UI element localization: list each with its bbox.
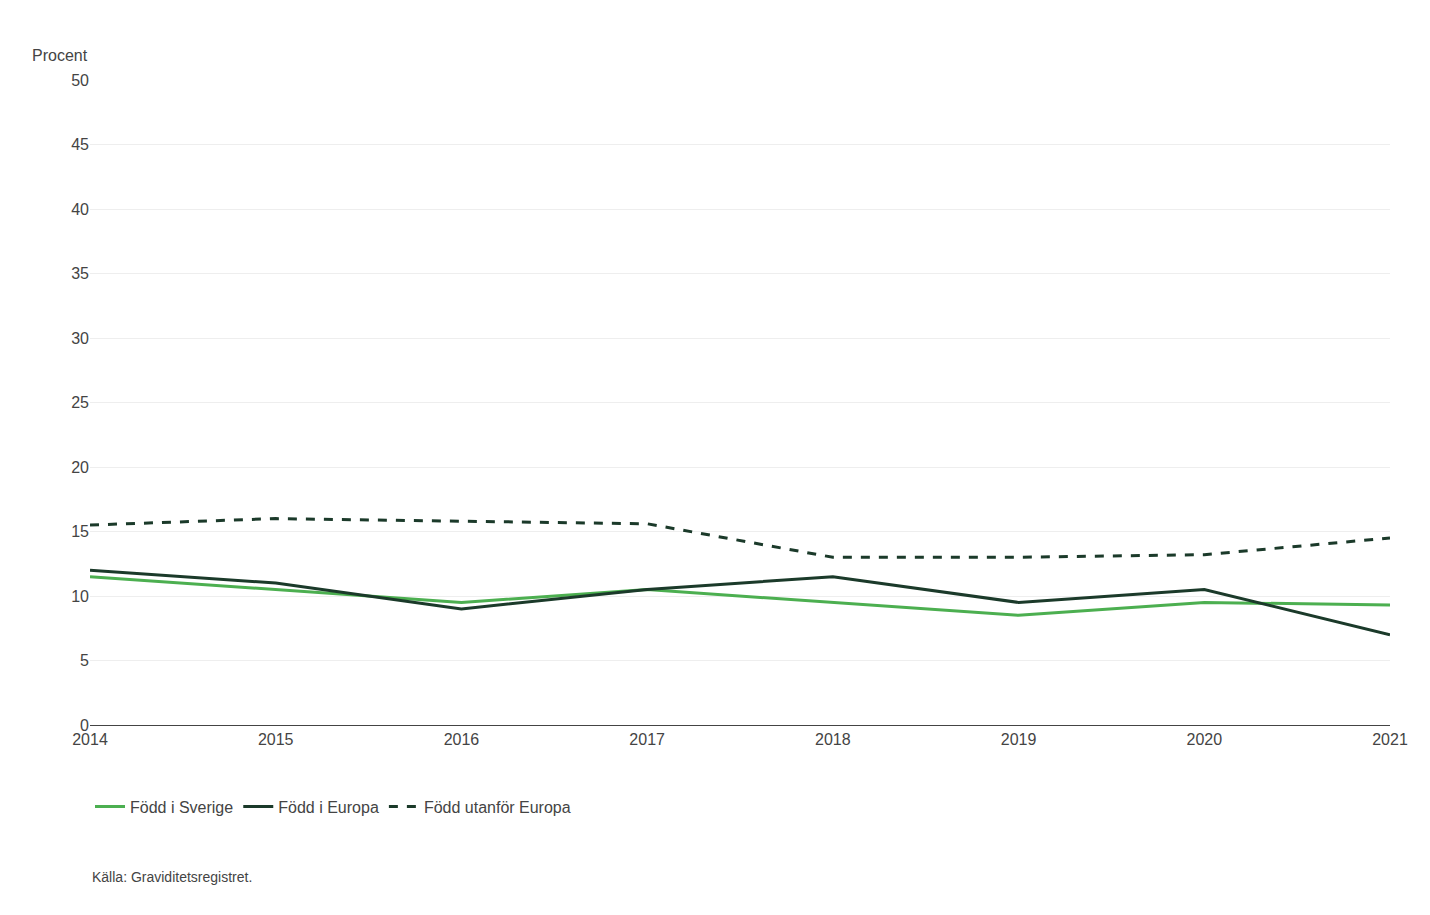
svg-text:2015: 2015 (258, 731, 294, 748)
svg-text:5: 5 (80, 652, 89, 669)
svg-text:Född i Europa: Född i Europa (278, 799, 379, 816)
svg-text:2020: 2020 (1186, 731, 1222, 748)
svg-text:45: 45 (71, 136, 89, 153)
svg-text:50: 50 (71, 72, 89, 89)
svg-text:2017: 2017 (629, 731, 665, 748)
svg-text:40: 40 (71, 201, 89, 218)
svg-text:25: 25 (71, 394, 89, 411)
svg-text:2018: 2018 (815, 731, 851, 748)
svg-text:30: 30 (71, 330, 89, 347)
svg-text:20: 20 (71, 459, 89, 476)
svg-text:2016: 2016 (444, 731, 480, 748)
svg-text:2014: 2014 (72, 731, 108, 748)
svg-text:Procent: Procent (32, 47, 88, 64)
svg-text:Källa: Graviditetsregistret.: Källa: Graviditetsregistret. (92, 869, 252, 885)
svg-text:15: 15 (71, 523, 89, 540)
svg-text:2019: 2019 (1001, 731, 1037, 748)
svg-text:35: 35 (71, 265, 89, 282)
svg-text:Född i Sverige: Född i Sverige (130, 799, 233, 816)
svg-text:Född utanför Europa: Född utanför Europa (424, 799, 571, 816)
svg-text:2021: 2021 (1372, 731, 1408, 748)
svg-text:10: 10 (71, 588, 89, 605)
svg-text:0: 0 (80, 717, 89, 734)
